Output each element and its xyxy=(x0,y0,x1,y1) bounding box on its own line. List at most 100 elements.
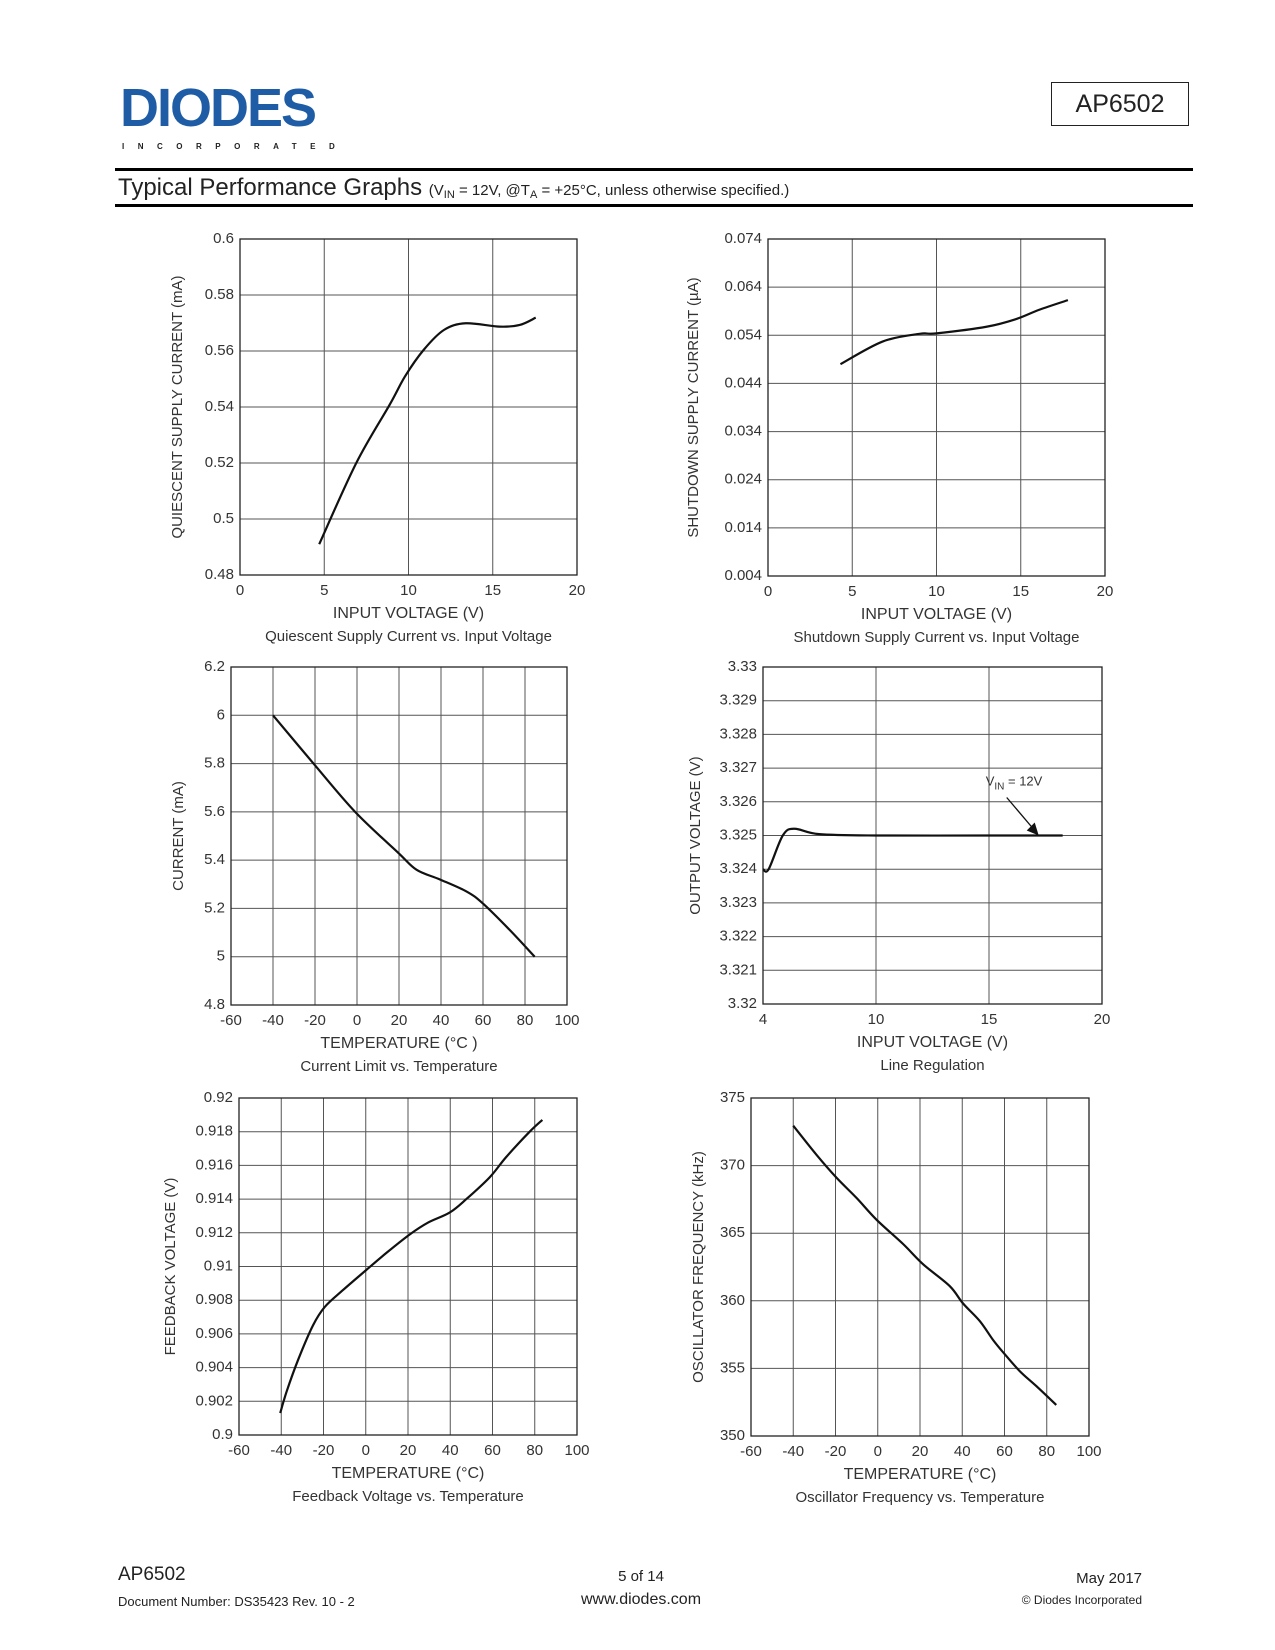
y-tick-label: 0.014 xyxy=(724,519,762,536)
series-line xyxy=(279,1119,544,1414)
x-tick-label: 0 xyxy=(362,1442,370,1459)
y-tick-label: 0.906 xyxy=(195,1325,233,1342)
x-tick-label: 80 xyxy=(526,1442,543,1459)
x-tick-label: -20 xyxy=(313,1442,335,1459)
annotation-part: = 12V xyxy=(1004,774,1042,789)
chart-2: 0 5 10 15 20 0.074 0.064 0.054 0.044 0.034 0.024 0.… xyxy=(685,230,1113,646)
x-tick-label: 20 xyxy=(569,582,586,599)
chart-caption: Current Limit vs. Temperature xyxy=(300,1058,497,1075)
chart-6: -60 -40 -20 0 20 40 60 80 100 375 370 365 360 355 350 T… xyxy=(690,1089,1102,1506)
x-tick-label: 0 xyxy=(353,1012,361,1029)
y-tick-label: 375 xyxy=(720,1089,745,1106)
chart-caption: Oscillator Frequency vs. Temperature xyxy=(796,1489,1045,1506)
x-tick-label: 20 xyxy=(1097,583,1114,600)
x-tick-label: -40 xyxy=(262,1012,284,1029)
arrowhead-icon xyxy=(1026,822,1039,836)
y-tick-label: 3.323 xyxy=(719,894,757,911)
y-tick-label: 0.918 xyxy=(195,1123,233,1140)
x-tick-label: 10 xyxy=(868,1011,885,1028)
y-tick-label: 0.904 xyxy=(195,1359,233,1376)
diodes-logo: DIODES INCORPORATED xyxy=(120,76,360,151)
x-tick-label: 100 xyxy=(564,1442,589,1459)
y-tick-label: 0.024 xyxy=(724,471,762,488)
y-axis-label: SHUTDOWN SUPPLY CURRENT (µA) xyxy=(685,277,702,537)
annotation-sub: IN xyxy=(994,782,1004,793)
y-tick-label: 350 xyxy=(720,1427,745,1444)
y-tick-label: 0.004 xyxy=(724,567,762,584)
series-line xyxy=(792,1125,1058,1406)
y-axis-label: QUIESCENT SUPPLY CURRENT (mA) xyxy=(169,275,186,538)
x-tick-label: 15 xyxy=(484,582,501,599)
x-tick-label: 60 xyxy=(484,1442,501,1459)
x-tick-label: 60 xyxy=(475,1012,492,1029)
x-tick-label: 0 xyxy=(764,583,772,600)
y-tick-label: 0.92 xyxy=(204,1089,233,1106)
annotation-label: VIN = 12V xyxy=(986,774,1043,793)
cond-part: = 12V, @T xyxy=(454,182,530,199)
x-tick-label: 4 xyxy=(759,1011,767,1028)
x-axis-label: INPUT VOLTAGE (V) xyxy=(333,605,484,622)
chart-3: -60 -40 -20 0 20 40 60 80 100 6.2 6 5.8 5.6 5.4 5.2 5 4.… xyxy=(170,658,580,1075)
y-tick-label: 5.4 xyxy=(204,851,225,868)
y-tick-label: 3.329 xyxy=(719,692,757,709)
series-line xyxy=(272,714,536,958)
x-tick-label: -20 xyxy=(304,1012,326,1029)
cond-part: = +25°C, unless otherwise specified.) xyxy=(537,182,790,199)
x-tick-label: 20 xyxy=(391,1012,408,1029)
y-tick-label: 0.56 xyxy=(205,342,234,359)
x-tick-label: 0 xyxy=(874,1443,882,1460)
y-axis-label: OSCILLATOR FREQUENCY (kHz) xyxy=(690,1151,707,1383)
y-tick-label: 0.908 xyxy=(195,1291,233,1308)
x-tick-label: 15 xyxy=(1012,583,1029,600)
chart-caption: Line Regulation xyxy=(880,1057,984,1074)
chart-4: 4 10 15 20 3.33 3.329 3.328 3.327 3.326 3.325 3.32… xyxy=(687,658,1110,1074)
y-tick-label: 0.6 xyxy=(213,230,234,247)
y-tick-label: 3.326 xyxy=(719,793,757,810)
x-tick-label: 20 xyxy=(912,1443,929,1460)
y-tick-label: 4.8 xyxy=(204,996,225,1013)
x-tick-label: 100 xyxy=(1076,1443,1101,1460)
plot-frame xyxy=(750,1097,1090,1437)
section-title-text: Typical Performance Graphs xyxy=(118,174,423,201)
series-line xyxy=(318,316,537,545)
y-tick-label: 5 xyxy=(217,948,225,965)
y-tick-label: 0.074 xyxy=(724,230,762,247)
y-tick-label: 5.8 xyxy=(204,755,225,772)
x-tick-label: -40 xyxy=(782,1443,804,1460)
y-tick-label: 0.52 xyxy=(205,454,234,471)
chart-caption: Quiescent Supply Current vs. Input Volta… xyxy=(265,628,552,645)
x-tick-label: 5 xyxy=(848,583,856,600)
y-tick-label: 5.2 xyxy=(204,899,225,916)
bottom-rule xyxy=(115,204,1193,207)
footer-date: May 2017 xyxy=(1076,1570,1142,1587)
plot-frame xyxy=(230,666,568,1006)
x-tick-label: 20 xyxy=(400,1442,417,1459)
y-tick-label: 365 xyxy=(720,1224,745,1241)
y-tick-label: 0.034 xyxy=(724,423,762,440)
x-axis-label: TEMPERATURE (°C ) xyxy=(320,1035,477,1052)
x-tick-label: 0 xyxy=(236,582,244,599)
y-tick-label: 3.325 xyxy=(719,827,757,844)
y-tick-label: 0.054 xyxy=(724,326,762,343)
plot-frame xyxy=(239,238,578,576)
series-line xyxy=(839,299,1069,366)
y-axis-label: OUTPUT VOLTAGE (V) xyxy=(687,756,704,914)
series-line xyxy=(762,827,1063,873)
y-tick-label: 3.324 xyxy=(719,860,757,877)
footer-document-number: Document Number: DS35423 Rev. 10 - 2 xyxy=(118,1594,355,1609)
footer-part-number: AP6502 xyxy=(118,1564,186,1585)
footer-website[interactable]: www.diodes.com xyxy=(580,1591,702,1608)
y-tick-label: 3.328 xyxy=(719,725,757,742)
plot-frame xyxy=(238,1097,578,1436)
footer-copyright: © Diodes Incorporated xyxy=(1021,1593,1142,1607)
y-tick-label: 370 xyxy=(720,1157,745,1174)
y-tick-label: 0.914 xyxy=(195,1190,233,1207)
x-tick-label: 80 xyxy=(1038,1443,1055,1460)
x-tick-label: 60 xyxy=(996,1443,1013,1460)
chart-1: 0 5 10 15 20 0.6 0.58 0.56 0.54 0.52 0.5 0.48 INPUT … xyxy=(169,230,585,645)
y-tick-label: 5.6 xyxy=(204,803,225,820)
x-tick-label: 20 xyxy=(1094,1011,1111,1028)
plot-frame xyxy=(767,238,1106,577)
cond-part: (V xyxy=(428,182,444,199)
